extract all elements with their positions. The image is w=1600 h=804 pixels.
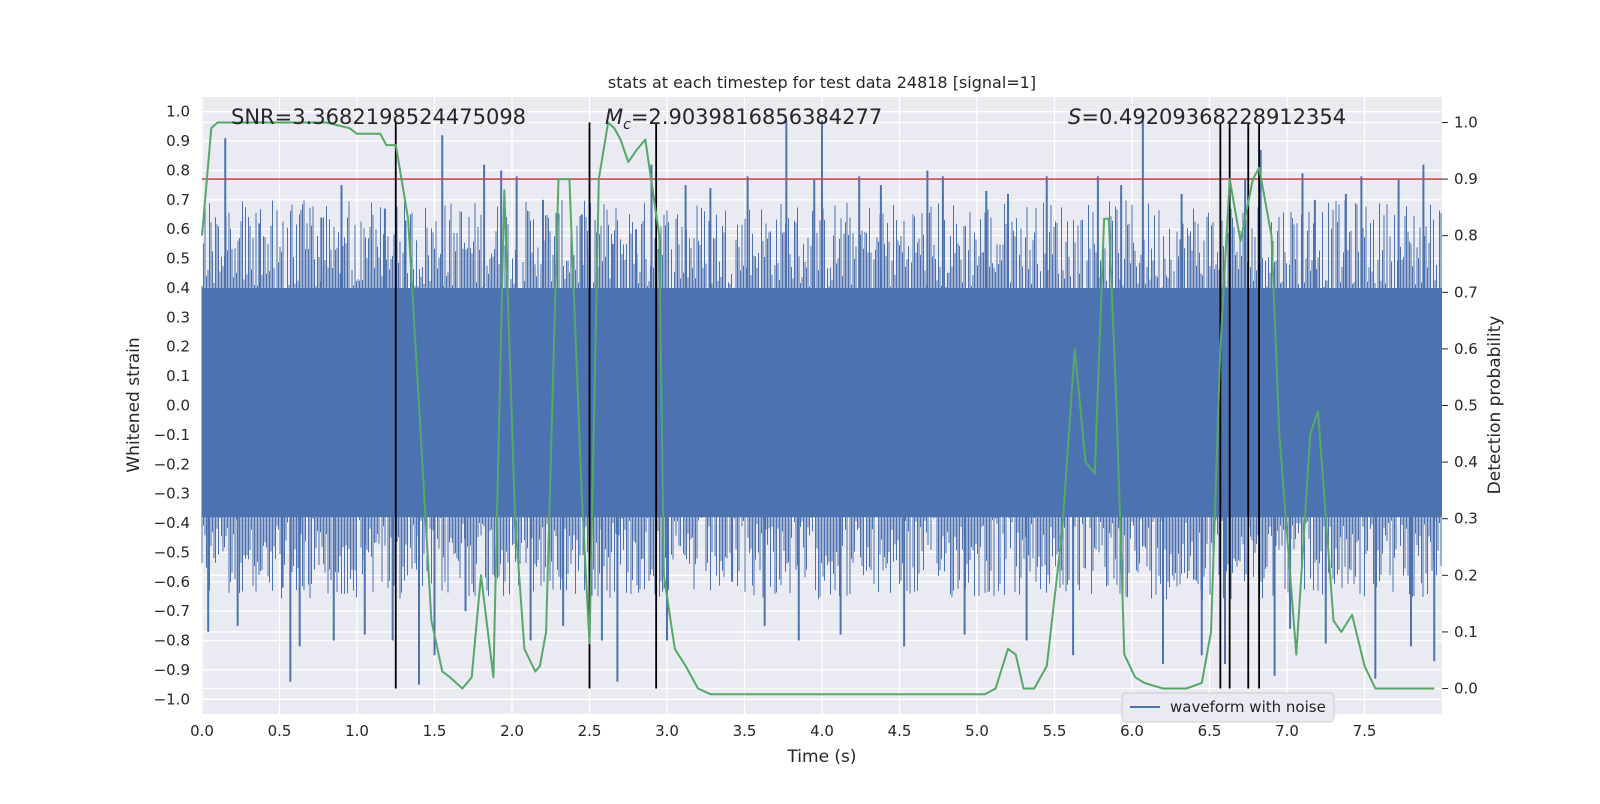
waveform-noise — [201, 200, 1442, 600]
waveform-series — [201, 120, 1442, 685]
left-y-tick-label: 0.8 — [166, 161, 190, 179]
x-tick-label: 1.0 — [345, 722, 369, 740]
left-y-tick-label: −0.7 — [154, 602, 190, 620]
left-y-tick-label: −1.0 — [154, 690, 190, 708]
right-y-tick-label: 0.5 — [1454, 397, 1478, 415]
x-tick-label: 6.5 — [1198, 722, 1222, 740]
left-y-tick-label: −0.8 — [154, 632, 190, 650]
left-y-tick-labels: 1.0 0.9 0.8 0.7 0.6 0.5 0.4 0.3 0.2 0.1 0.0 −0.1 −0.… — [154, 103, 190, 709]
left-y-tick-label: −0.5 — [154, 543, 190, 561]
s-symbol: S — [1068, 105, 1081, 129]
left-y-tick-label: 0.9 — [166, 132, 190, 150]
right-y-tick-label: 0.2 — [1454, 566, 1478, 584]
x-axis-label: Time (s) — [786, 747, 856, 767]
right-y-tick-label: 0.1 — [1454, 623, 1478, 641]
chirp-mass-subscript: c — [623, 117, 631, 133]
snr-annotation: SNR=3.3682198524475098 — [231, 105, 526, 129]
probability-series — [201, 121, 1435, 696]
left-y-tick-label: −0.6 — [154, 573, 190, 591]
left-y-tick-label: −0.2 — [154, 455, 190, 473]
x-tick-label: 6.0 — [1120, 722, 1144, 740]
left-y-axis-label: Whitened strain — [124, 337, 144, 472]
x-tick-label: 3.0 — [655, 722, 679, 740]
x-tick-label: 3.5 — [733, 722, 757, 740]
chirp-mass-value: =2.9039816856384277 — [631, 105, 882, 129]
left-y-tick-label: 0.0 — [166, 397, 190, 415]
x-tick-label: 0.5 — [268, 722, 292, 740]
x-tick-label: 4.5 — [888, 722, 912, 740]
right-y-tick-label: 0.3 — [1454, 510, 1478, 528]
left-y-tick-label: 1.0 — [166, 103, 190, 121]
x-tick-label: 5.5 — [1043, 722, 1067, 740]
left-y-tick-label: −0.1 — [154, 426, 190, 444]
legend-box — [1121, 692, 1335, 723]
left-y-tick-label: 0.5 — [166, 250, 190, 268]
s-annotation: S=0.49209368228912354 — [1068, 105, 1346, 129]
right-y-axis-label: Detection probability — [1485, 316, 1505, 495]
legend-waveform-label: waveform with noise — [1170, 698, 1326, 716]
right-y-tick-label: 0.9 — [1454, 170, 1478, 188]
right-y-tick-label: 0.7 — [1454, 283, 1478, 301]
right-y-tick-label: 0.6 — [1454, 340, 1478, 358]
left-y-tick-label: 0.1 — [166, 367, 190, 385]
legend: waveform with noise — [1121, 692, 1335, 723]
left-y-tick-label: 0.6 — [166, 220, 190, 238]
probability-line — [201, 121, 1435, 696]
x-tick-label: 2.0 — [500, 722, 524, 740]
left-y-tick-label: −0.4 — [154, 514, 190, 532]
chart-title: stats at each timestep for test data 248… — [608, 73, 1036, 92]
chirp-mass-symbol: M — [605, 105, 623, 129]
x-tick-label: 7.0 — [1275, 722, 1299, 740]
x-tick-label: 2.5 — [578, 722, 602, 740]
x-tick-labels: 0.0 0.5 1.0 1.5 2.0 2.5 3.0 3.5 4.0 4.5 5.0 5.5 6.0 6… — [190, 722, 1376, 740]
right-y-tick-label: 1.0 — [1454, 113, 1478, 131]
right-y-tick-label: 0.4 — [1454, 453, 1478, 471]
x-tick-label: 1.5 — [423, 722, 447, 740]
right-y-tick-label: 0.8 — [1454, 227, 1478, 245]
left-y-tick-label: −0.9 — [154, 661, 190, 679]
right-y-tick-label: 0.0 — [1454, 680, 1478, 698]
x-tick-label: 0.0 — [190, 722, 214, 740]
left-y-tick-label: 0.2 — [166, 338, 190, 356]
s-value: =0.49209368228912354 — [1081, 105, 1346, 129]
left-y-tick-label: 0.7 — [166, 191, 190, 209]
left-y-tick-label: −0.3 — [154, 485, 190, 503]
right-y-tick-labels: 1.0 0.9 0.8 0.7 0.6 0.5 0.4 0.3 0.2 0.1 0.0 — [1442, 113, 1478, 698]
left-y-tick-label: 0.3 — [166, 308, 190, 326]
left-y-tick-label: 0.4 — [166, 279, 190, 297]
x-tick-label: 5.0 — [965, 722, 989, 740]
x-tick-label: 7.5 — [1353, 722, 1377, 740]
chirp-mass-annotation: Mc=2.9039816856384277 — [605, 105, 882, 133]
x-tick-label: 4.0 — [810, 722, 834, 740]
